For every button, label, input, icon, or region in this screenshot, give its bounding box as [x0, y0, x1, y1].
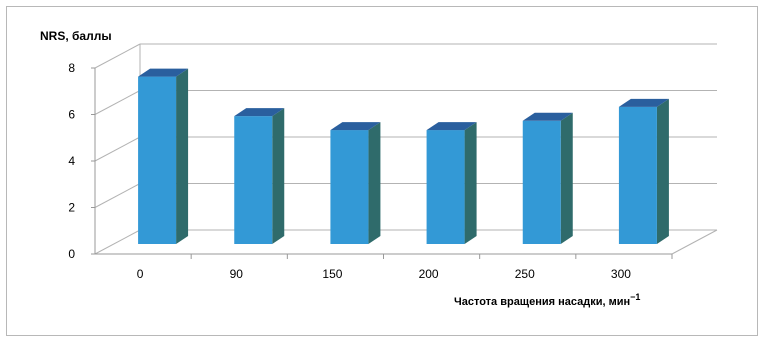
- bar: [618, 106, 657, 244]
- bar: [330, 130, 369, 244]
- bar: [426, 130, 465, 244]
- bar-top: [330, 122, 381, 131]
- bar-side: [176, 68, 189, 244]
- bar-side: [656, 98, 669, 244]
- bar-top: [522, 112, 573, 121]
- bar-top: [618, 98, 669, 107]
- bar-side: [272, 108, 285, 244]
- y-tick-label: 2: [68, 201, 75, 215]
- bar: [522, 120, 561, 244]
- bar-top: [138, 68, 189, 77]
- y-tick-label: 0: [68, 247, 75, 261]
- y-tick-label: 6: [68, 108, 75, 122]
- floor-edge: [671, 229, 718, 255]
- bar-side: [464, 122, 477, 244]
- x-tick-label: 300: [611, 267, 631, 281]
- x-axis-title: Частота вращения насадки, мин−1: [454, 292, 640, 308]
- x-axis-title-main: Частота вращения насадки, мин: [454, 296, 630, 308]
- y-tick-label: 4: [68, 154, 75, 168]
- x-tick-label: 0: [137, 267, 144, 281]
- x-tick-label: 200: [419, 267, 439, 281]
- grid-diagonal: [94, 136, 141, 162]
- grid-diagonal: [94, 229, 141, 255]
- bar-top: [234, 108, 285, 117]
- bar: [138, 76, 177, 244]
- bar: [234, 116, 273, 244]
- y-axis-title: NRS, баллы: [40, 29, 112, 43]
- label-layer: 0 2 4 6 8 0 90 150 200 250 300: [68, 61, 631, 281]
- grid-diagonal: [94, 90, 141, 115]
- x-tick-label: 150: [322, 267, 342, 281]
- x-tick-label: 90: [230, 267, 244, 281]
- bar-side: [368, 122, 381, 244]
- grid-diagonal: [94, 183, 141, 208]
- bar-top: [426, 122, 477, 131]
- grid-diagonal: [94, 43, 141, 69]
- x-tick-label: 250: [515, 267, 535, 281]
- x-axis-title-sup: −1: [630, 292, 640, 302]
- axis-layer: [91, 67, 673, 259]
- bar-side: [560, 112, 573, 245]
- bar-layer: [138, 68, 669, 245]
- y-tick-label: 8: [68, 61, 75, 75]
